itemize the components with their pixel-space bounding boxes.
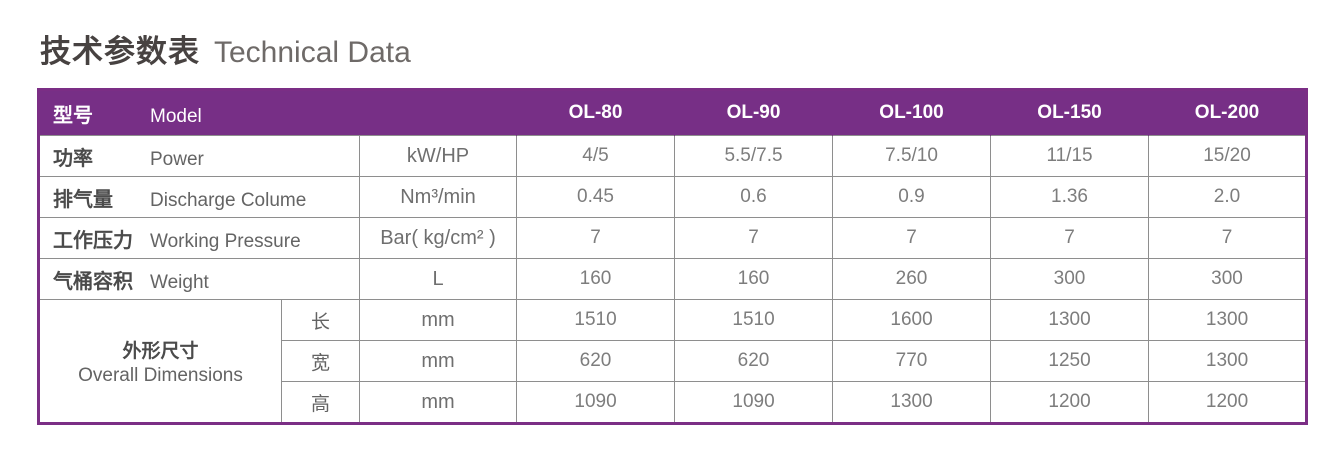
dim-key-length: 长 bbox=[281, 299, 360, 341]
dimensions-label-zh: 外形尺寸 bbox=[122, 340, 199, 362]
value-cell: 11/15 bbox=[990, 135, 1150, 177]
value-cell: 0.45 bbox=[516, 176, 676, 218]
value-cell: 1300 bbox=[990, 299, 1150, 341]
page-title: 技术参数表 Technical Data bbox=[40, 26, 411, 71]
value-cell: 0.6 bbox=[674, 176, 834, 218]
row-label-power: 功率 Power bbox=[38, 135, 360, 177]
value-cell: 300 bbox=[1148, 258, 1308, 300]
value-cell: 1510 bbox=[516, 299, 676, 341]
unit-cell-height: mm bbox=[358, 381, 518, 424]
row-label-power-en: Power bbox=[150, 148, 204, 170]
header-model-label-zh: 型号 bbox=[53, 104, 93, 127]
table-row-discharge: 排气量 Discharge Colume Nm³/min 0.45 0.6 0.… bbox=[38, 176, 1308, 218]
value-cell: 620 bbox=[674, 340, 834, 382]
value-cell: 7 bbox=[990, 217, 1150, 259]
value-cell: 2.0 bbox=[1148, 176, 1308, 218]
value-cell: 300 bbox=[990, 258, 1150, 300]
value-cell: 1300 bbox=[832, 381, 992, 424]
table-row-dim-length: 外形尺寸 Overall Dimensions 长 mm 1510 1510 1… bbox=[38, 299, 1308, 424]
unit-cell-pressure: Bar( kg/cm² ) bbox=[358, 217, 518, 259]
row-label-pressure-zh: 工作压力 bbox=[53, 229, 133, 252]
header-model-ol90: OL-90 bbox=[674, 89, 834, 136]
page-title-chinese: 技术参数表 bbox=[40, 34, 200, 69]
dim-key-width: 宽 bbox=[281, 340, 360, 382]
header-model-ol80: OL-80 bbox=[516, 89, 676, 136]
unit-cell-width: mm bbox=[358, 340, 518, 382]
table-row-dim-height: 高 mm 1090 1090 1300 1200 1200 bbox=[39, 381, 1308, 424]
header-model-ol150: OL-150 bbox=[990, 89, 1150, 136]
table-row-power: 功率 Power kW/HP 4/5 5.5/7.5 7.5/10 11/15 … bbox=[38, 135, 1308, 177]
value-cell: 1200 bbox=[990, 381, 1150, 424]
header-model-ol100: OL-100 bbox=[832, 89, 992, 136]
header-model-label-cell: 型号 Model bbox=[37, 89, 518, 136]
value-cell: 620 bbox=[516, 340, 676, 382]
value-cell: 1300 bbox=[1148, 299, 1308, 341]
value-cell: 7 bbox=[832, 217, 992, 259]
value-cell: 1090 bbox=[674, 381, 834, 424]
table-row-dim-width: 宽 mm 620 620 770 1250 1300 bbox=[39, 340, 1308, 382]
unit-cell-discharge: Nm³/min bbox=[358, 176, 518, 218]
dimensions-label-en: Overall Dimensions bbox=[78, 364, 243, 386]
row-label-pressure-en: Working Pressure bbox=[150, 230, 301, 252]
value-cell: 7 bbox=[1148, 217, 1308, 259]
row-label-weight-en: Weight bbox=[150, 271, 209, 293]
value-cell: 7.5/10 bbox=[832, 135, 992, 177]
row-label-weight: 气桶容积 Weight bbox=[38, 258, 360, 300]
unit-cell-power: kW/HP bbox=[358, 135, 518, 177]
row-label-discharge-en: Discharge Colume bbox=[150, 189, 307, 211]
value-cell: 1300 bbox=[1148, 340, 1308, 382]
value-cell: 7 bbox=[516, 217, 676, 259]
value-cell: 7 bbox=[674, 217, 834, 259]
value-cell: 0.9 bbox=[832, 176, 992, 218]
value-cell: 160 bbox=[516, 258, 676, 300]
row-label-discharge: 排气量 Discharge Colume bbox=[38, 176, 360, 218]
value-cell: 1510 bbox=[674, 299, 834, 341]
row-label-power-zh: 功率 bbox=[53, 147, 93, 170]
unit-cell-length: mm bbox=[358, 299, 518, 341]
dim-key-height: 高 bbox=[281, 381, 360, 424]
value-cell: 1200 bbox=[1148, 381, 1308, 424]
row-label-weight-zh: 气桶容积 bbox=[53, 270, 133, 293]
value-cell: 160 bbox=[674, 258, 834, 300]
value-cell: 770 bbox=[832, 340, 992, 382]
table-row-pressure: 工作压力 Working Pressure Bar( kg/cm² ) 7 7 … bbox=[38, 217, 1308, 259]
table-header-row: 型号 Model OL-80 OL-90 OL-100 OL-150 OL-20… bbox=[37, 89, 1308, 136]
header-model-label-en: Model bbox=[150, 105, 202, 127]
value-cell: 1600 bbox=[832, 299, 992, 341]
dimensions-label-cell: 外形尺寸 Overall Dimensions bbox=[38, 299, 282, 424]
value-cell: 4/5 bbox=[516, 135, 676, 177]
value-cell: 1090 bbox=[516, 381, 676, 424]
table-row-weight: 气桶容积 Weight L 160 160 260 300 300 bbox=[38, 258, 1308, 300]
row-label-discharge-zh: 排气量 bbox=[53, 188, 113, 211]
technical-data-table: 型号 Model OL-80 OL-90 OL-100 OL-150 OL-20… bbox=[37, 88, 1309, 425]
value-cell: 260 bbox=[832, 258, 992, 300]
page-title-english: Technical Data bbox=[214, 36, 411, 69]
unit-cell-weight: L bbox=[358, 258, 518, 300]
header-model-ol200: OL-200 bbox=[1148, 89, 1308, 136]
value-cell: 1.36 bbox=[990, 176, 1150, 218]
row-label-pressure: 工作压力 Working Pressure bbox=[38, 217, 360, 259]
value-cell: 15/20 bbox=[1148, 135, 1308, 177]
value-cell: 5.5/7.5 bbox=[674, 135, 834, 177]
value-cell: 1250 bbox=[990, 340, 1150, 382]
